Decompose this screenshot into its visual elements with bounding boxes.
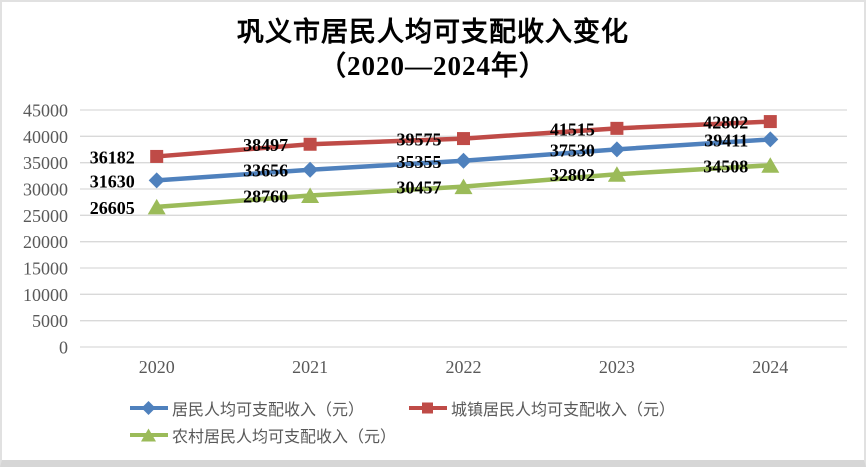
data-point-diamond-icon [608, 141, 625, 158]
y-axis-tick-label: 30000 [23, 180, 68, 200]
data-point-triangle-icon [301, 187, 320, 204]
y-axis-tick-label: 20000 [23, 232, 68, 252]
data-label: 35355 [397, 152, 442, 172]
legend-diamond-marker-icon [129, 399, 169, 417]
legend-label-overall: 居民人均可支配收入（元） [172, 402, 365, 419]
legend-row: 农村居民人均可支配收入（元） [129, 423, 675, 447]
data-point-square-icon [303, 137, 317, 151]
data-label: 42802 [703, 113, 748, 133]
data-label: 37530 [550, 140, 595, 160]
data-point-triangle-icon [454, 178, 473, 195]
data-label: 28760 [243, 187, 288, 207]
data-label: 32802 [550, 165, 595, 185]
y-axis-tick-label: 40000 [23, 127, 68, 147]
legend-item-urban: 城镇居民人均可支配收入（元） [408, 396, 675, 420]
data-label: 38497 [243, 135, 288, 155]
x-axis-tick-label: 2024 [752, 357, 788, 377]
data-point-diamond-icon [302, 161, 319, 178]
y-axis-tick-label: 0 [59, 338, 68, 358]
data-label: 41515 [550, 119, 595, 139]
data-point-square-icon [763, 115, 777, 129]
data-point-diamond-icon [762, 131, 779, 148]
y-axis-tick-label: 5000 [32, 311, 68, 331]
legend-row: 居民人均可支配收入（元） 城镇居民人均可支配收入（元） [129, 396, 675, 420]
data-label: 30457 [397, 178, 442, 198]
data-label: 34508 [703, 156, 748, 176]
data-point-diamond-icon [148, 172, 165, 189]
legend-square-marker-icon [408, 399, 448, 417]
x-axis-tick-label: 2021 [292, 357, 328, 377]
data-point-triangle-icon [607, 166, 626, 182]
data-point-square-icon [610, 121, 624, 135]
data-point-triangle-icon [761, 157, 780, 173]
legend-label-rural: 农村居民人均可支配收入（元） [172, 429, 397, 446]
x-axis-tick-label: 2022 [446, 357, 482, 377]
data-point-square-icon [457, 132, 470, 146]
chart-title: 巩义市居民人均可支配收入变化 [237, 17, 629, 47]
data-label: 39575 [397, 130, 442, 150]
data-label: 39411 [704, 130, 748, 150]
legend-triangle-marker-icon [129, 426, 169, 444]
chart-subtitle: （2020—2024年） [319, 51, 547, 81]
x-axis-tick-label: 2020 [139, 357, 175, 377]
x-axis-tick-label: 2023 [599, 357, 635, 377]
data-point-square-icon [150, 149, 164, 163]
legend-item-overall: 居民人均可支配收入（元） [129, 396, 364, 420]
data-label: 33656 [243, 161, 288, 181]
data-point-diamond-icon [455, 152, 472, 169]
data-label: 26605 [90, 198, 135, 218]
legend-item-rural: 农村居民人均可支配收入（元） [129, 423, 396, 447]
y-axis-tick-label: 35000 [23, 153, 68, 173]
data-label: 36182 [90, 147, 135, 167]
chart-title-block: 巩义市居民人均可支配收入变化 （2020—2024年） [2, 15, 864, 83]
data-label: 31630 [90, 171, 135, 191]
data-point-triangle-icon [147, 198, 166, 215]
y-axis-tick-label: 10000 [23, 285, 68, 305]
y-axis-tick-label: 15000 [23, 259, 68, 279]
y-axis-tick-label: 45000 [23, 101, 68, 121]
y-axis-tick-label: 25000 [23, 206, 68, 226]
legend-label-urban: 城镇居民人均可支配收入（元） [451, 402, 676, 419]
chart-legend: 居民人均可支配收入（元） 城镇居民人均可支配收入（元） 农村居民人均可支配收入（… [129, 396, 675, 447]
